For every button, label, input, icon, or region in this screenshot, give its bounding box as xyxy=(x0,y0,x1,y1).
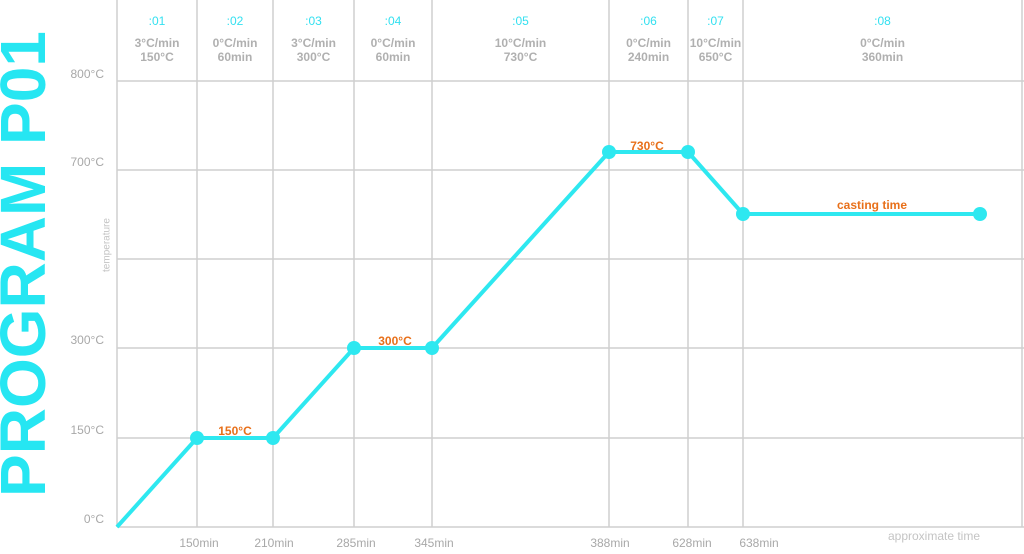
curve-points xyxy=(190,145,987,445)
segment-rate: 0°C/min xyxy=(626,36,671,50)
segment-target: 730°C xyxy=(504,50,538,64)
point xyxy=(266,431,280,445)
x-label: 638min xyxy=(739,536,778,549)
point xyxy=(973,207,987,221)
segment-rate: 3°C/min xyxy=(135,36,180,50)
segment-target: 360min xyxy=(862,50,903,64)
title: PROGRAM P01 xyxy=(0,31,59,497)
x-axis-label: approximate time xyxy=(888,529,980,543)
labels: :013°C/min150°C:020°C/min60min:033°C/min… xyxy=(71,14,908,550)
y-label: 150°C xyxy=(71,423,105,437)
segment-target: 240min xyxy=(628,50,669,64)
annotation: 150°C xyxy=(218,424,252,438)
annotation: 300°C xyxy=(378,334,412,348)
segment-id: :02 xyxy=(227,14,244,28)
segment-target: 60min xyxy=(376,50,411,64)
segment-target: 60min xyxy=(218,50,253,64)
segment-rate: 10°C/min xyxy=(690,36,741,50)
segment-id: :05 xyxy=(512,14,529,28)
x-label: 210min xyxy=(254,536,293,549)
grid xyxy=(116,0,1024,528)
segment-target: 650°C xyxy=(699,50,733,64)
segment-rate: 0°C/min xyxy=(213,36,258,50)
x-label: 150min xyxy=(179,536,218,549)
x-label: 345min xyxy=(414,536,453,549)
y-label: 800°C xyxy=(71,67,105,81)
segment-id: :04 xyxy=(385,14,402,28)
annotation: 730°C xyxy=(630,139,664,153)
segment-id: :08 xyxy=(874,14,891,28)
y-label: 300°C xyxy=(71,333,105,347)
point xyxy=(190,431,204,445)
segment-target: 150°C xyxy=(140,50,174,64)
point xyxy=(681,145,695,159)
segment-id: :06 xyxy=(640,14,657,28)
annotation: casting time xyxy=(837,198,907,212)
y-label: 700°C xyxy=(71,155,105,169)
point xyxy=(602,145,616,159)
y-axis-label: temperature xyxy=(102,218,113,272)
point xyxy=(347,341,361,355)
segment-id: :01 xyxy=(149,14,166,28)
x-label: 285min xyxy=(336,536,375,549)
segment-id: :03 xyxy=(305,14,322,28)
x-label: 628min xyxy=(672,536,711,549)
segment-target: 300°C xyxy=(297,50,331,64)
x-label: 388min xyxy=(590,536,629,549)
y-label: 0°C xyxy=(84,512,104,526)
point xyxy=(425,341,439,355)
segment-rate: 10°C/min xyxy=(495,36,546,50)
segment-rate: 0°C/min xyxy=(860,36,905,50)
segment-rate: 0°C/min xyxy=(371,36,416,50)
segment-rate: 3°C/min xyxy=(291,36,336,50)
point xyxy=(736,207,750,221)
segment-id: :07 xyxy=(707,14,724,28)
